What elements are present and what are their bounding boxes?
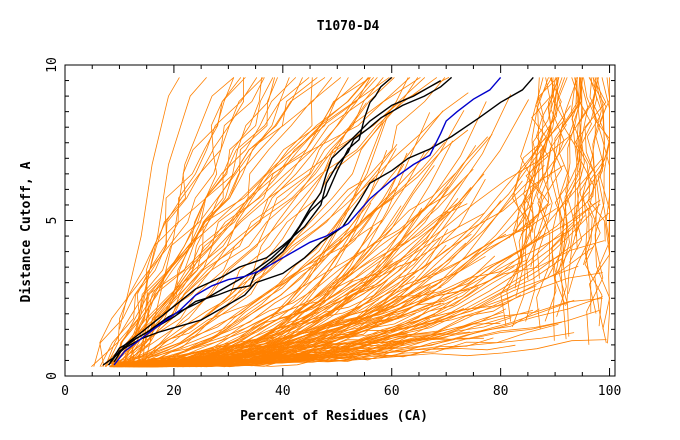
model-curve-14: [115, 77, 310, 367]
model-curve-219: [588, 77, 611, 242]
model-curve-123: [128, 187, 472, 368]
chart-title: T1070-D4: [317, 19, 380, 34]
model-curve-141: [132, 102, 367, 362]
model-curve-77: [115, 92, 469, 362]
model-curve-193: [524, 77, 560, 280]
model-curve-98: [127, 142, 446, 366]
model-curve-116: [129, 172, 456, 367]
model-curve-209: [584, 77, 607, 277]
model-curve-42: [117, 178, 367, 368]
model-curve-213: [567, 77, 595, 294]
model-curve-212: [528, 77, 566, 245]
model-curve-223: [556, 77, 589, 317]
model-curve-207: [513, 77, 558, 232]
x-tick-label: 20: [166, 384, 182, 399]
model-curve-126: [117, 129, 469, 366]
model-curve-164: [124, 186, 449, 367]
model-curve-119: [130, 321, 562, 367]
model-curve-211: [506, 77, 540, 322]
model-curves-bundle: [91, 77, 611, 368]
model-curve-190: [569, 77, 594, 263]
model-curve-34: [119, 77, 278, 367]
highlight-curve-2: [113, 76, 453, 363]
model-curve-224: [515, 77, 562, 273]
model-curve-21: [121, 77, 235, 367]
reference-curve: [113, 76, 502, 366]
model-curve-178: [138, 255, 496, 366]
model-curve-221: [522, 77, 555, 251]
x-tick-label: 40: [275, 384, 291, 399]
model-curve-9: [128, 77, 297, 367]
model-curve-37: [137, 77, 371, 367]
x-tick-label: 80: [493, 384, 509, 399]
model-curve-134: [129, 197, 395, 366]
model-curve-182: [508, 77, 551, 239]
model-curve-7: [113, 77, 349, 368]
model-curve-205: [515, 77, 550, 297]
model-curve-169: [118, 299, 379, 365]
model-curve-27: [122, 77, 409, 368]
model-curve-111: [132, 201, 462, 368]
model-curve-208: [516, 77, 566, 233]
model-curve-112: [111, 219, 383, 364]
model-curve-220: [594, 77, 611, 344]
model-curve-222: [523, 77, 560, 233]
highlight-curves: [102, 76, 534, 366]
model-curve-159: [140, 210, 449, 366]
axis-ticks: 0 20 40 60 80 100 0 5 10: [45, 57, 621, 399]
model-curve-177: [119, 332, 575, 368]
y-tick-label: 10: [45, 57, 60, 73]
model-curve-39: [135, 77, 326, 367]
model-curve-227: [151, 77, 235, 330]
model-curve-22: [114, 77, 421, 367]
model-curve-20: [115, 77, 274, 367]
model-curve-6: [111, 77, 438, 368]
x-tick-label: 100: [598, 384, 621, 399]
model-curve-201: [537, 77, 568, 279]
model-curve-3: [116, 77, 370, 367]
model-curve-32: [105, 77, 242, 367]
model-curve-187: [586, 77, 604, 345]
y-tick-label: 0: [45, 372, 60, 380]
model-curve-17: [99, 77, 333, 367]
model-curve-197: [566, 77, 585, 305]
model-curve-24: [99, 77, 246, 367]
model-curve-218: [574, 77, 598, 250]
model-curve-175: [137, 299, 575, 367]
model-curve-196: [594, 77, 611, 330]
highlight-curve-3: [102, 76, 534, 366]
model-curve-176: [111, 205, 402, 367]
model-curve-192: [544, 77, 578, 322]
model-curve-225: [119, 77, 180, 330]
model-curve-226: [135, 77, 207, 330]
model-curve-33: [127, 77, 378, 367]
model-curve-1: [130, 77, 258, 367]
model-curve-210: [550, 77, 582, 273]
model-curve-118: [127, 142, 436, 368]
model-curve-172: [110, 189, 396, 368]
model-curve-215: [536, 77, 565, 329]
model-curve-179: [129, 285, 537, 368]
y-tick-label: 5: [45, 217, 60, 225]
model-curve-26: [143, 77, 245, 367]
model-curve-29: [101, 77, 426, 367]
y-axis-label: Distance Cutoff, A: [19, 161, 34, 302]
model-curve-216: [574, 77, 596, 238]
model-curve-15: [117, 77, 384, 368]
x-tick-label: 0: [61, 384, 69, 399]
model-curve-199: [547, 77, 578, 278]
x-axis-label: Percent of Residues (CA): [240, 409, 428, 424]
model-curve-23: [113, 77, 446, 368]
x-tick-label: 60: [384, 384, 400, 399]
highlight-curve-4: [108, 76, 393, 366]
